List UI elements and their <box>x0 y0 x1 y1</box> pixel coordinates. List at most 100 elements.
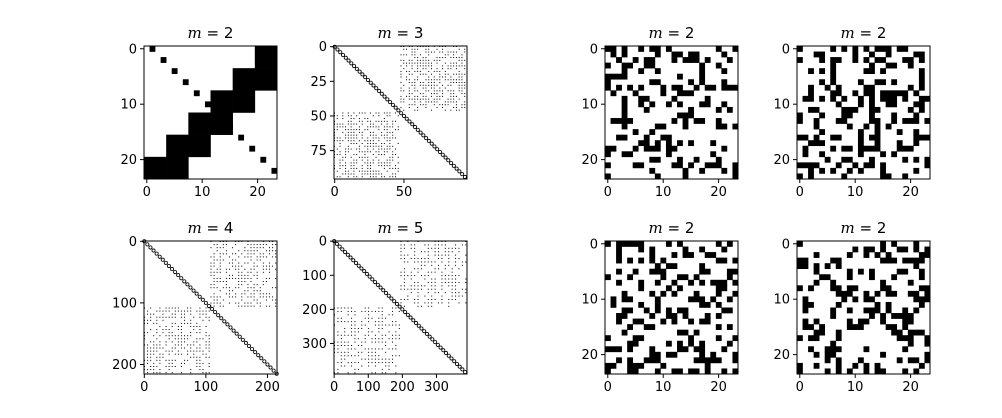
nonzero-dot <box>275 305 277 307</box>
heatmap-cell <box>688 335 694 342</box>
heatmap-cell <box>902 368 909 375</box>
heatmap-cell <box>863 307 870 314</box>
nonzero-dot <box>247 271 249 273</box>
heatmap-cell <box>896 129 903 135</box>
nonzero-dot <box>358 129 360 131</box>
nonzero-dot <box>180 338 182 340</box>
heatmap-cell <box>808 68 814 75</box>
heatmap-cell <box>835 368 842 375</box>
nonzero-dot <box>448 251 450 253</box>
heatmap-cell <box>665 140 672 147</box>
nonzero-dot <box>208 344 210 346</box>
heatmap-cell <box>726 84 733 91</box>
nonzero-dot <box>208 347 210 349</box>
nonzero-dot <box>219 302 221 304</box>
nonzero-dot <box>410 247 412 249</box>
nonzero-dot <box>165 365 167 367</box>
diagonal-marker <box>359 266 364 271</box>
heatmap-cell <box>693 118 700 124</box>
heatmap-cell <box>835 162 842 169</box>
heatmap-cell <box>874 362 881 369</box>
nonzero-dot <box>180 325 182 327</box>
heatmap-cell <box>621 106 628 113</box>
heatmap-cell <box>830 167 837 174</box>
nonzero-dot <box>357 368 359 370</box>
nonzero-dot <box>461 76 463 78</box>
nonzero-dot <box>451 298 453 300</box>
nonzero-dot <box>244 277 246 279</box>
nonzero-dot <box>372 126 374 128</box>
diagonal-marker <box>271 368 276 373</box>
nonzero-dot <box>358 145 360 147</box>
nonzero-dot <box>339 176 341 178</box>
nonzero-dot <box>368 362 370 364</box>
nonzero-dot <box>247 284 249 286</box>
nonzero-dot <box>372 134 374 136</box>
heatmap-cell <box>852 106 859 113</box>
heatmap-cell <box>660 90 667 97</box>
nonzero-dot <box>174 313 176 315</box>
heatmap-cell <box>835 357 842 364</box>
nonzero-dot <box>453 93 455 95</box>
heatmap-cell <box>632 90 639 97</box>
diagonal-marker <box>382 94 387 99</box>
nonzero-dot <box>417 302 419 304</box>
nonzero-dot <box>448 285 450 287</box>
diagonal-marker <box>354 66 359 71</box>
nonzero-dot <box>361 134 363 136</box>
heatmap-cell <box>638 246 645 253</box>
nonzero-dot <box>406 65 408 67</box>
nonzero-dot <box>351 348 353 350</box>
nonzero-dot <box>247 277 249 279</box>
nonzero-dot <box>216 287 218 289</box>
diagonal-marker <box>343 250 348 255</box>
nonzero-dot <box>265 250 267 252</box>
nonzero-dot <box>268 247 270 249</box>
nonzero-dot <box>434 285 436 287</box>
nonzero-dot <box>171 307 173 309</box>
nonzero-dot <box>358 156 360 158</box>
panel-title: m = 2 <box>649 24 695 42</box>
title-variable: m <box>841 24 855 42</box>
heatmap-cell <box>797 368 803 375</box>
nonzero-dot <box>410 271 412 273</box>
nonzero-dot <box>347 140 349 142</box>
diagonal-marker <box>422 329 427 334</box>
nonzero-dot <box>383 137 385 139</box>
nonzero-dot <box>350 140 352 142</box>
heatmap-cell <box>902 156 909 163</box>
nonzero-dot <box>367 148 369 150</box>
x-tick-label: 0 <box>604 380 612 395</box>
heatmap-cell <box>880 90 886 97</box>
heatmap-cell <box>797 285 803 292</box>
nonzero-dot <box>202 353 204 355</box>
nonzero-dot <box>345 173 347 175</box>
nonzero-dot <box>347 115 349 117</box>
nonzero-dot <box>428 48 430 50</box>
heatmap-cell <box>813 279 820 286</box>
heatmap-cell <box>880 351 886 358</box>
heatmap-cell <box>732 279 739 286</box>
nonzero-dot <box>241 277 243 279</box>
x-tick-label: 10 <box>655 185 672 200</box>
nonzero-dot <box>364 140 366 142</box>
heatmap-cell <box>682 274 689 281</box>
nonzero-dot <box>385 341 387 343</box>
nonzero-dot <box>196 310 198 312</box>
heatmap-cell <box>863 346 870 353</box>
nonzero-dot <box>419 98 421 100</box>
nonzero-dot <box>386 131 388 133</box>
nonzero-dot <box>232 277 234 279</box>
nonzero-dot <box>424 244 426 246</box>
heatmap-cell <box>907 62 914 69</box>
nonzero-dot <box>455 95 457 97</box>
heatmap-cell <box>682 307 689 314</box>
heatmap-cell <box>693 329 700 336</box>
nonzero-dot <box>378 137 380 139</box>
heatmap-cell <box>857 79 864 86</box>
heatmap-cell <box>699 246 706 253</box>
nonzero-dot <box>424 264 426 266</box>
nonzero-dot <box>408 62 410 64</box>
heatmap-cell <box>797 173 803 180</box>
heatmap-cell <box>710 162 717 169</box>
